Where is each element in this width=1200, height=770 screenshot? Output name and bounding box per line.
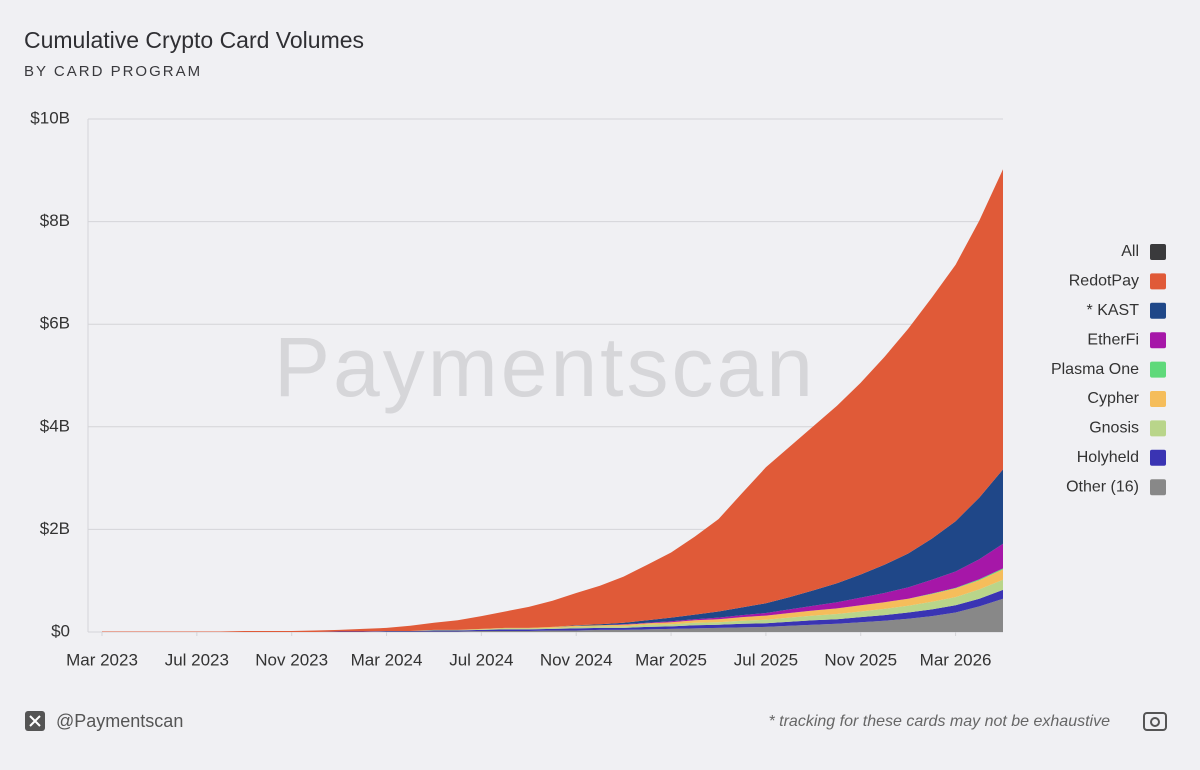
y-tick-label: $6B (40, 314, 70, 333)
handle: @Paymentscan (56, 711, 183, 731)
x-tick-label: Nov 2025 (824, 650, 897, 669)
camera-lens[interactable] (1150, 717, 1160, 727)
legend-swatch[interactable] (1150, 420, 1166, 437)
legend-label[interactable]: Cypher (1087, 390, 1139, 407)
x-tick-label: Jul 2025 (734, 650, 798, 669)
x-tick-label: Jul 2023 (165, 650, 229, 669)
footnote: * tracking for these cards may not be ex… (768, 713, 1110, 730)
camera-button[interactable] (1143, 712, 1167, 731)
y-tick-label: $4B (40, 416, 70, 435)
legend-swatch[interactable] (1150, 244, 1166, 260)
chart-subtitle: BY CARD PROGRAM (24, 63, 202, 80)
area (102, 169, 1003, 633)
camera-body[interactable] (1143, 712, 1167, 731)
legend-label[interactable]: Holyheld (1077, 449, 1139, 466)
legend-label[interactable]: RedotPay (1069, 273, 1139, 290)
x-logo-mark (29, 715, 41, 727)
legend-swatch[interactable] (1150, 391, 1166, 407)
watermark: Paymentscan (274, 320, 816, 414)
legend-label[interactable]: * KAST (1087, 302, 1140, 319)
x-logo (25, 711, 45, 731)
chart-title: Cumulative Crypto Card Volumes (24, 27, 364, 53)
x-tick-label: Nov 2023 (255, 650, 328, 669)
legend-swatch[interactable] (1150, 332, 1166, 349)
area (102, 569, 1003, 632)
area (102, 598, 1003, 632)
legend-swatch[interactable] (1150, 361, 1166, 378)
y-tick-label: $8B (40, 211, 70, 230)
legend-label[interactable]: EtherFi (1087, 331, 1139, 348)
x-tick-label: Nov 2024 (540, 650, 613, 669)
legend-swatch[interactable] (1150, 479, 1166, 496)
legend-label[interactable]: All (1121, 243, 1139, 260)
legend-label[interactable]: Gnosis (1089, 420, 1139, 437)
x-tick-label: Mar 2025 (635, 650, 707, 669)
legend-label[interactable]: Plasma One (1051, 361, 1139, 378)
legend-swatch[interactable] (1150, 449, 1166, 466)
legend-swatch[interactable] (1150, 273, 1166, 290)
y-tick-label: $10B (30, 108, 70, 127)
legend-swatch[interactable] (1150, 302, 1166, 319)
x-tick-label: Mar 2024 (351, 650, 423, 669)
area (102, 579, 1003, 632)
legend-label[interactable]: Other (16) (1066, 478, 1139, 495)
x-tick-label: Jul 2024 (449, 650, 513, 669)
y-tick-label: $2B (40, 519, 70, 538)
x-tick-label: Mar 2026 (920, 650, 992, 669)
x-tick-label: Mar 2023 (66, 650, 138, 669)
y-tick-label: $0 (51, 621, 70, 640)
